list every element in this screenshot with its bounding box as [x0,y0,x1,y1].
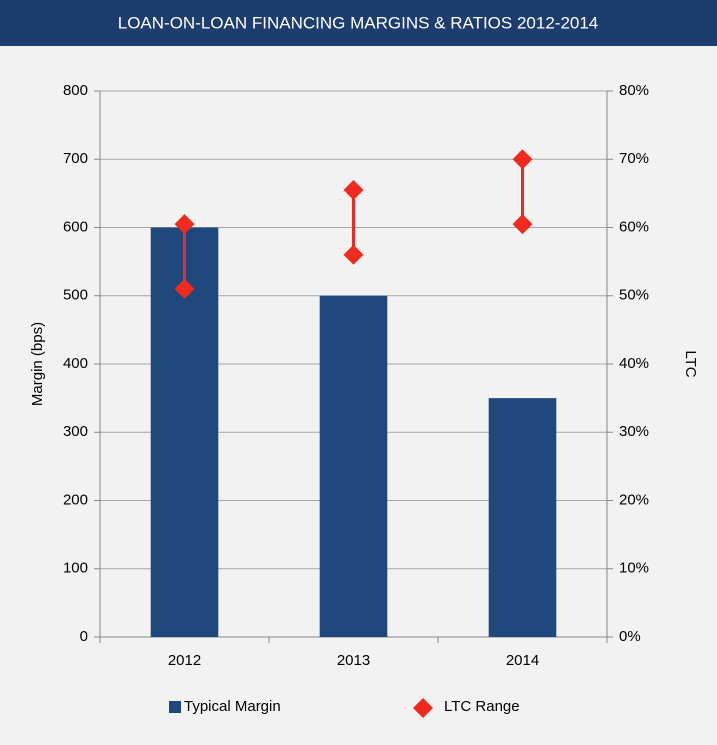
legend-label: Typical Margin [184,698,281,715]
y-tick-label: 100 [63,560,88,577]
range-high-marker [174,214,195,235]
title-band [0,0,717,46]
x-tick-label: 2014 [506,652,539,669]
y2-tick-label: 0% [619,628,641,645]
legend-swatch [413,698,433,718]
range-high-marker [343,179,364,200]
y2-tick-label: 70% [619,150,649,167]
y2-tick-label: 50% [619,287,649,304]
legend-label: LTC Range [444,698,520,715]
y2-tick-label: 80% [619,82,649,99]
x-tick-label: 2013 [337,652,370,669]
y2-tick-label: 60% [619,218,649,235]
y-axis-label: Margin (bps) [29,322,46,406]
y2-tick-label: 20% [619,491,649,508]
chart-title: LOAN-ON-LOAN FINANCING MARGINS & RATIOS … [118,13,599,32]
range-low-marker [174,278,195,299]
x-tick-label: 2012 [168,652,201,669]
y-tick-label: 0 [80,628,88,645]
range-high-marker [512,149,533,170]
y-tick-label: 600 [63,218,88,235]
y-tick-label: 700 [63,150,88,167]
y2-tick-label: 30% [619,423,649,440]
y2-axis-label: LTC [682,350,699,377]
y-tick-label: 500 [63,287,88,304]
range-low-marker [512,214,533,235]
y2-tick-label: 10% [619,560,649,577]
y-tick-label: 800 [63,82,88,99]
legend-swatch [169,701,181,713]
bar [319,295,388,637]
y2-tick-label: 40% [619,355,649,372]
y-tick-label: 400 [63,355,88,372]
bar [488,398,557,637]
y-tick-label: 300 [63,423,88,440]
range-low-marker [343,244,364,265]
y-tick-label: 200 [63,491,88,508]
